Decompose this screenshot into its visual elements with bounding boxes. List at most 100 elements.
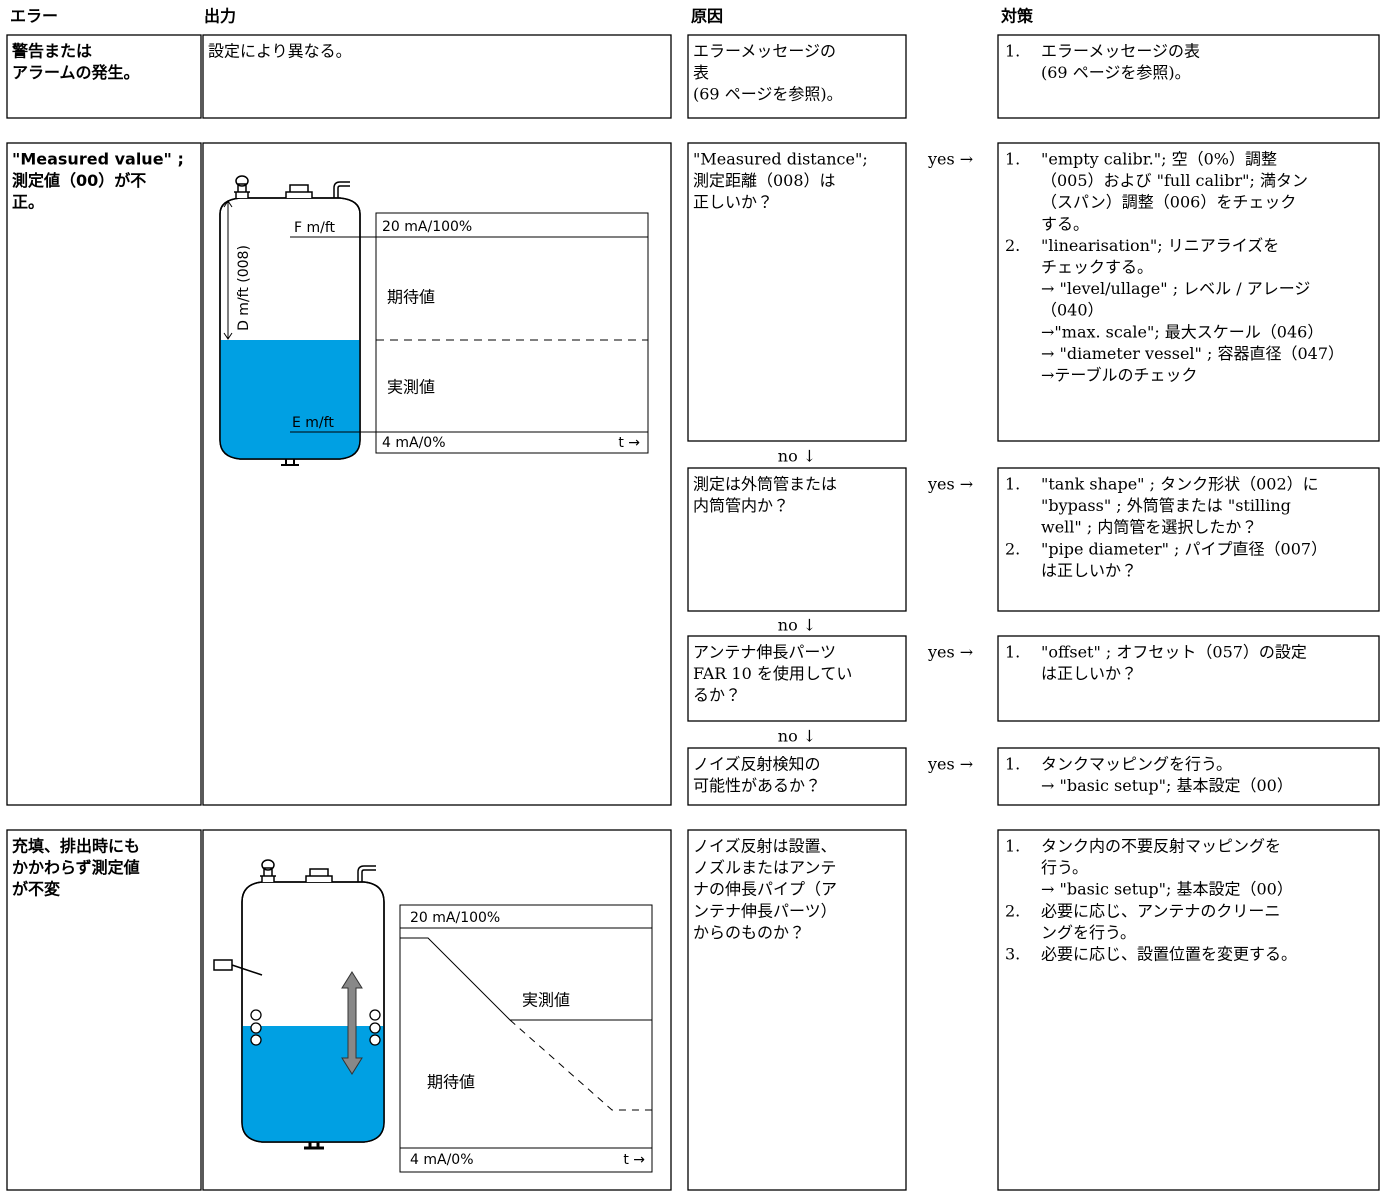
- tank-label: F m/ft: [294, 220, 336, 236]
- yes-arrow: yes →: [927, 755, 973, 774]
- remedy-text: → "basic setup"; 基本設定（00）: [1041, 880, 1293, 899]
- chart-label: t →: [623, 1152, 645, 1168]
- remedy-text: "linearisation"; リニアライズを: [1041, 236, 1279, 255]
- column-header: 原因: [691, 7, 723, 26]
- cause-text: ノズルまたはアンテ: [693, 858, 836, 877]
- remedy-number: 1.: [1005, 42, 1020, 61]
- no-arrow: no ↓: [778, 616, 816, 635]
- cause-text: 表: [693, 63, 709, 82]
- error-text: かかわらず測定値: [12, 858, 140, 877]
- remedy-number: 2.: [1005, 236, 1020, 255]
- remedy-text: ングを行う。: [1041, 923, 1136, 942]
- cause-text: からのものか？: [693, 923, 805, 942]
- remedy-number: 1.: [1005, 837, 1020, 856]
- cause-text: (69 ページを参照)。: [693, 85, 843, 104]
- output-box: [202, 34, 672, 119]
- output-box: [202, 142, 672, 806]
- remedy-text: タンクマッピングを行う。: [1041, 755, 1232, 774]
- remedy-text: → "basic setup"; 基本設定（00）: [1041, 776, 1293, 795]
- remedy-text: "empty calibr."; 空（0%）調整: [1041, 150, 1277, 169]
- side-antenna: [213, 959, 263, 976]
- remedy-number: 1.: [1005, 643, 1020, 662]
- liquid: [220, 340, 360, 459]
- yes-arrow: yes →: [927, 643, 973, 662]
- yes-arrow: yes →: [927, 150, 973, 169]
- remedy-number: 1.: [1005, 755, 1020, 774]
- cause-box: [687, 747, 907, 806]
- chart-label: 期待値: [427, 1073, 475, 1092]
- chart-label: t →: [618, 435, 640, 451]
- cause-box: [687, 829, 907, 1191]
- remedy-text: （040）: [1041, 301, 1104, 320]
- cause-box: [687, 142, 907, 442]
- obstacle: [369, 1009, 381, 1021]
- remedy-number: 2.: [1005, 539, 1020, 558]
- remedy-text: する。: [1041, 214, 1089, 233]
- remedy-text: エラーメッセージの表: [1041, 42, 1200, 61]
- cause-text: 測定距離（008）は: [693, 171, 836, 190]
- remedy-text: → "diameter vessel" ; 容器直径（047）: [1041, 344, 1344, 363]
- chart-frame: [399, 904, 653, 1173]
- output-box: [202, 829, 672, 1191]
- remedy-box: [997, 747, 1380, 806]
- error-text: アラームの発生。: [12, 63, 140, 82]
- remedy-text: "pipe diameter" ; パイプ直径（007）: [1041, 539, 1327, 558]
- cause-text: 正しいか？: [693, 193, 773, 212]
- column-header: エラー: [10, 7, 58, 26]
- chart-label: 20 mA/100%: [410, 910, 500, 926]
- remedy-text: チェックする。: [1041, 258, 1153, 277]
- nozzle: [281, 459, 299, 466]
- level-arrow: [341, 971, 363, 1075]
- remedy-text: は正しいか？: [1041, 561, 1137, 580]
- remedy-box: [997, 635, 1380, 722]
- remedy-text: 行う。: [1041, 858, 1088, 877]
- remedy-box: [997, 34, 1380, 119]
- cause-text: るか？: [693, 686, 741, 705]
- error-box: [6, 34, 202, 119]
- obstacle: [369, 1034, 381, 1046]
- expected-line: [509, 1019, 652, 1111]
- cause-text: 可能性があるか？: [693, 776, 821, 795]
- remedy-text: → "level/ullage" ; レベル / アレージ: [1041, 279, 1310, 298]
- error-text: が不変: [12, 880, 60, 899]
- cause-text: ノイズ反射は設置、: [693, 837, 837, 856]
- error-box: [6, 829, 202, 1191]
- chart-label: 4 mA/0%: [410, 1152, 474, 1168]
- cause-box: [687, 467, 907, 612]
- chart-frame: [375, 212, 649, 454]
- column-header: 対策: [1000, 7, 1034, 26]
- remedy-box: [997, 142, 1380, 442]
- obstacle: [250, 1009, 262, 1021]
- remedy-text: →テーブルのチェック: [1041, 366, 1197, 385]
- remedy-number: 1.: [1005, 475, 1020, 494]
- cause-text: "Measured distance";: [693, 150, 868, 169]
- cause-text: FAR 10 を使用してい: [693, 664, 852, 683]
- chart-label: 実測値: [522, 991, 570, 1010]
- remedy-number: 2.: [1005, 901, 1020, 920]
- cause-text: ノイズ反射検知の: [693, 755, 821, 774]
- cause-text: ナの伸長パイプ（ア: [693, 880, 837, 899]
- chart-label: 4 mA/0%: [382, 435, 446, 451]
- obstacle: [250, 1034, 262, 1046]
- yes-arrow: yes →: [927, 475, 973, 494]
- cause-box: [687, 635, 907, 722]
- device: [260, 859, 276, 882]
- measured-line: [400, 937, 652, 1021]
- cause-text: ンテナ伸長パーツ）: [693, 901, 837, 920]
- column-header: 出力: [204, 7, 236, 26]
- chart-label: 実測値: [387, 378, 435, 397]
- remedy-text: "tank shape" ; タンク形状（002）に: [1041, 475, 1319, 494]
- remedy-text: （スパン）調整（006）をチェック: [1041, 193, 1296, 212]
- nozzle: [304, 1142, 324, 1150]
- error-text: 充填、排出時にも: [12, 837, 140, 856]
- cause-text: 測定は外筒管または: [693, 475, 837, 494]
- remedy-box: [997, 829, 1380, 1191]
- device: [357, 865, 376, 882]
- remedy-text: タンク内の不要反射マッピングを: [1041, 837, 1281, 856]
- obstacle: [369, 1022, 381, 1034]
- remedy-box: [997, 467, 1380, 612]
- remedy-text: は正しいか？: [1041, 664, 1137, 683]
- chart-label: 期待値: [387, 288, 435, 307]
- cause-text: エラーメッセージの: [693, 42, 836, 61]
- distance-arrow: [223, 200, 233, 340]
